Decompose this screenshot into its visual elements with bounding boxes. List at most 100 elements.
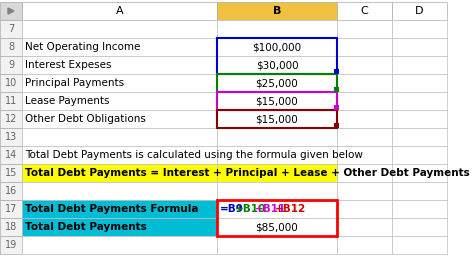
Text: Net Operating Income: Net Operating Income [25,42,140,52]
Bar [217,110,337,128]
Text: 19: 19 [5,240,17,250]
Bar [392,110,447,128]
Bar [337,20,392,38]
Bar [22,20,217,38]
Bar [217,200,337,218]
Bar [337,74,392,92]
Bar [217,92,337,110]
Text: +B12: +B12 [275,204,306,214]
Bar [337,200,392,218]
Text: $25,000: $25,000 [255,78,298,88]
Bar [22,128,217,146]
Text: 14: 14 [5,150,17,160]
Bar [392,236,447,254]
Text: Total Debt Payments: Total Debt Payments [25,222,147,232]
Text: Lease Payments: Lease Payments [25,96,109,106]
Bar [392,74,447,92]
Bar [22,38,217,56]
Bar [392,38,447,56]
Bar [392,56,447,74]
Text: 18: 18 [5,222,17,232]
Bar [217,20,337,38]
Text: 16: 16 [5,186,17,196]
Bar [392,128,447,146]
Bar [334,105,339,110]
Bar [22,182,217,200]
Bar [0,236,22,254]
Bar [217,92,337,110]
Bar [217,74,337,92]
Bar [0,74,22,92]
Bar [217,110,337,128]
Bar [337,56,392,74]
Bar [0,56,22,74]
Bar [22,236,217,254]
Bar [0,20,22,38]
Bar [0,146,22,164]
Text: $85,000: $85,000 [255,222,298,232]
Bar [0,110,22,128]
Bar [22,164,217,182]
Bar [392,20,447,38]
Bar [392,164,447,182]
Bar [22,110,217,128]
Bar [217,164,337,182]
Text: Other Debt Obligations: Other Debt Obligations [25,114,146,124]
Bar [0,182,22,200]
Bar [337,164,392,182]
Bar [217,38,337,74]
Bar [217,38,337,56]
Bar [0,2,22,20]
Bar [22,74,217,92]
Bar [334,69,339,74]
Text: $100,000: $100,000 [253,42,301,52]
Bar [392,182,447,200]
Bar [337,128,392,146]
Text: 11: 11 [5,96,17,106]
Bar [337,110,392,128]
Text: 15: 15 [5,168,17,178]
Bar [0,128,22,146]
Bar [217,218,337,236]
Bar [334,123,339,128]
Bar [392,218,447,236]
Bar [217,74,337,92]
Bar [217,236,337,254]
Bar [22,200,217,218]
Text: +B10: +B10 [235,204,266,214]
Text: 17: 17 [5,204,17,214]
Polygon shape [8,8,14,14]
Bar [337,218,392,236]
Bar [0,218,22,236]
Bar [0,92,22,110]
Text: 7: 7 [8,24,14,34]
Text: A: A [116,6,123,16]
Text: 10: 10 [5,78,17,88]
Text: $15,000: $15,000 [255,96,298,106]
Bar [217,2,337,20]
Text: B: B [273,6,281,16]
Text: 12: 12 [5,114,17,124]
Bar [392,92,447,110]
Bar [337,92,392,110]
Text: =B9: =B9 [220,204,244,214]
Bar [392,2,447,20]
Bar [217,146,337,164]
Bar [0,200,22,218]
Bar [22,146,217,164]
Text: $30,000: $30,000 [255,60,298,70]
Bar [22,218,217,236]
Bar [22,92,217,110]
Text: 9: 9 [8,60,14,70]
Text: Total Debt Payments is calculated using the formula given below: Total Debt Payments is calculated using … [25,150,363,160]
Text: 8: 8 [8,42,14,52]
Bar [337,182,392,200]
Bar [337,236,392,254]
Bar [217,56,337,74]
Text: $15,000: $15,000 [255,114,298,124]
Text: Total Debt Payments = Interest + Principal + Lease + Other Debt Payments: Total Debt Payments = Interest + Princip… [25,168,470,178]
Text: C: C [361,6,368,16]
Bar [392,200,447,218]
Bar [0,38,22,56]
Bar [217,200,337,236]
